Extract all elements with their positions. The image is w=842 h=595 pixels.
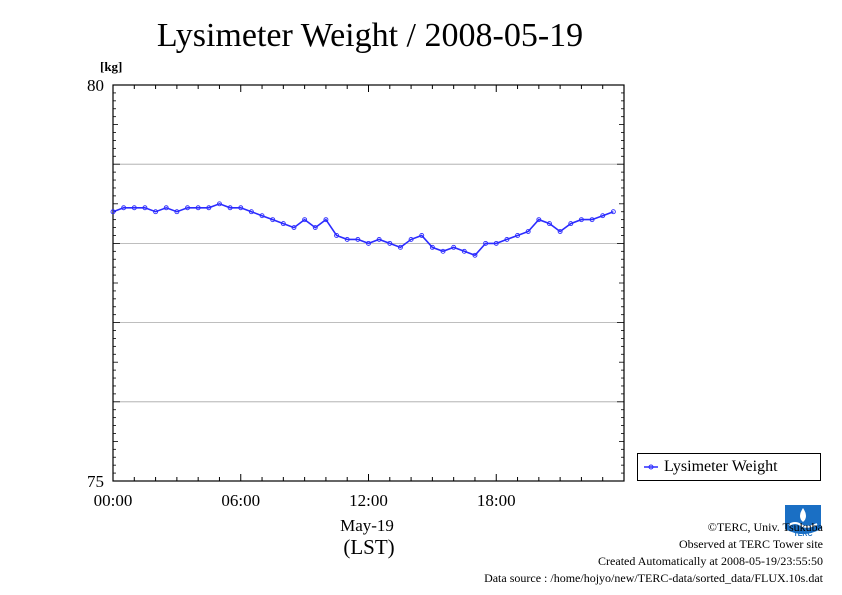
data-point [525,229,531,234]
y-axis-unit: [kg] [100,59,122,74]
data-point [302,217,308,223]
data-point [334,233,340,238]
data-point [259,213,265,219]
x-tick-label: 06:00 [221,491,260,510]
y-tick-label: 75 [87,472,104,491]
plot-frame [112,84,625,482]
data-point [355,236,361,242]
data-point [589,217,595,223]
data-point [206,205,212,211]
credit-created: Created Automatically at 2008-05-19/23:5… [598,554,823,568]
data-point [600,213,606,219]
credit-observed: Observed at TERC Tower site [678,537,823,551]
data-point [238,205,244,211]
x-axis-date-label: May-19 [340,516,394,535]
x-tick-labels: 00:00 06:00 12:00 18:00 [94,491,516,510]
data-point [429,244,435,250]
x-axis-timezone-label: (LST) [343,535,394,559]
data-point [344,236,350,242]
data-point [568,221,574,227]
data-point [280,221,286,227]
data-point [248,209,254,215]
data-point [110,209,116,215]
x-tick-label: 18:00 [477,491,516,510]
credit-source: Data source : /home/hojyo/new/TERC-data/… [484,571,823,585]
credits: ©TERC, Univ. Tsukuba Observed at TERC To… [484,519,823,587]
data-point [515,233,520,238]
data-point [376,236,382,242]
data-point [397,244,403,250]
legend-label: Lysimeter Weight [664,458,778,475]
y-tick-label: 80 [87,76,104,95]
data-point [312,225,318,231]
data-point [323,217,329,223]
series-line [112,202,614,257]
legend-swatch [644,464,658,470]
chart-title: Lysimeter Weight / 2008-05-19 [157,17,583,54]
credit-copyright: ©TERC, Univ. Tsukuba [707,520,823,534]
data-point [504,236,510,242]
data-point [163,205,169,211]
data-point [536,217,542,223]
data-point [270,217,276,223]
data-point [185,205,190,211]
data-point [387,240,393,246]
data-point [451,244,457,250]
data-point [131,205,137,211]
data-point [142,205,148,211]
data-point [547,221,552,227]
y-tick-labels: 75 80 [87,76,104,491]
x-tick-label: 12:00 [349,491,388,510]
data-point [291,225,297,231]
data-point [408,236,414,242]
data-point [195,205,201,211]
data-point [578,217,584,223]
data-point [366,240,371,246]
data-point [227,205,233,211]
data-point [493,240,499,246]
logo-text: TERC [793,531,812,538]
data-point [461,248,467,254]
data-point [472,252,478,258]
terc-logo: TERC [785,505,821,538]
data-point [440,248,446,254]
data-point [610,209,616,215]
series-lysimeter-weight [110,201,616,258]
data-point [419,233,425,238]
data-point [557,229,563,234]
legend: Lysimeter Weight [637,453,821,481]
data-point [483,240,489,246]
data-point [153,209,159,215]
data-point [121,205,127,211]
data-point [217,201,222,207]
x-tick-label: 00:00 [94,491,133,510]
data-point [174,209,180,215]
grid-lines [113,163,624,403]
axis-ticks [112,84,625,482]
